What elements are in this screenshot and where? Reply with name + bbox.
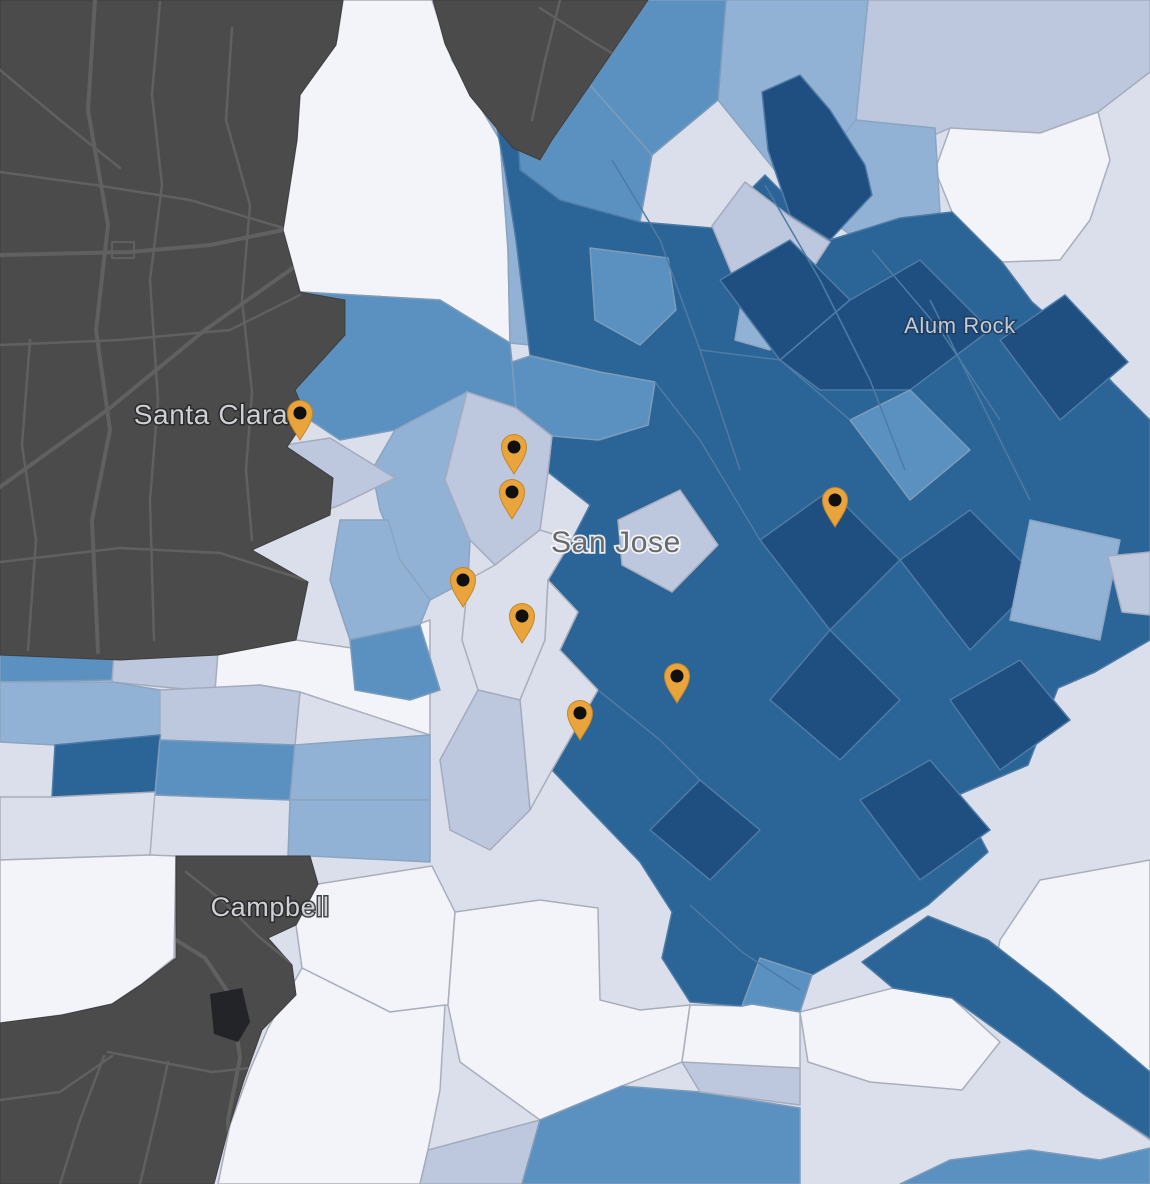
tract-pb-edge xyxy=(1107,551,1150,616)
tract-nv-3 xyxy=(999,294,1129,421)
road-line xyxy=(0,293,302,347)
tract-strip-left-3 xyxy=(0,681,161,746)
tract-border-line xyxy=(597,689,701,781)
road-line xyxy=(86,0,112,654)
tract-row-blue-3 xyxy=(287,799,431,863)
tract-border-line xyxy=(929,299,1031,501)
tract-downtown-3 xyxy=(439,689,531,851)
tract-border-line xyxy=(611,159,741,471)
pin-marker-icon xyxy=(286,400,314,441)
map-pin-4[interactable] xyxy=(449,567,477,608)
map-label-san-jose: San Jose xyxy=(551,526,681,559)
tract-white-s4 xyxy=(681,1003,801,1069)
pin-dot-icon xyxy=(573,706,587,720)
pin-dot-icon xyxy=(293,406,307,420)
tract-nv-8 xyxy=(769,629,901,761)
tract-pale-ne-downtown xyxy=(617,489,719,593)
pin-dot-icon xyxy=(670,669,684,683)
tract-pale-bottom xyxy=(419,1119,541,1184)
roads-santa-clara xyxy=(0,0,307,654)
tract-border-line xyxy=(764,184,906,471)
pin-dot-icon xyxy=(515,609,529,623)
road-line xyxy=(0,1054,114,1102)
tract-row-blue-2 xyxy=(289,734,431,801)
pin-marker-icon xyxy=(821,487,849,528)
road-line xyxy=(138,1060,170,1184)
tract-nv-9 xyxy=(949,659,1071,771)
road-line xyxy=(530,0,562,122)
tract-db-wedge-se xyxy=(861,915,1150,1139)
road-line xyxy=(184,870,292,964)
tract-row-lavender xyxy=(0,791,156,861)
tract-border-line xyxy=(699,349,851,421)
road-line xyxy=(111,241,135,259)
pin-marker-icon xyxy=(498,479,526,520)
pin-marker-icon xyxy=(663,663,691,704)
map-label-santa-clara: Santa Clara xyxy=(134,399,288,430)
map-label-campbell: Campbell xyxy=(211,892,330,922)
tract-border-line xyxy=(654,381,761,541)
tract-mid-mb xyxy=(349,624,441,701)
tract-border-line xyxy=(689,904,801,991)
map-pin-2[interactable] xyxy=(500,434,528,475)
map-pin-8[interactable] xyxy=(821,487,849,528)
road-line xyxy=(0,261,302,489)
map-pin-5[interactable] xyxy=(508,603,536,644)
tract-lb-island xyxy=(1009,519,1121,641)
pin-marker-icon xyxy=(508,603,536,644)
city-mass-campbell xyxy=(0,855,319,1184)
tract-border-line xyxy=(871,249,1001,421)
road-line xyxy=(0,170,285,230)
tract-nv-10 xyxy=(859,759,991,881)
tract-arm-east xyxy=(761,74,873,241)
pin-dot-icon xyxy=(456,573,470,587)
tract-strip-left-dark xyxy=(51,734,161,798)
map-pin-7[interactable] xyxy=(663,663,691,704)
road-line xyxy=(20,338,38,652)
pin-marker-icon xyxy=(500,434,528,475)
map-label-alum-rock: Alum Rock xyxy=(904,313,1016,338)
pin-marker-icon xyxy=(566,700,594,741)
tract-nv-11 xyxy=(649,779,761,881)
road-line xyxy=(0,228,285,257)
tract-blue-right-of-blob xyxy=(741,957,813,1013)
dark-block xyxy=(210,988,250,1042)
pin-dot-icon xyxy=(507,440,521,454)
road-line xyxy=(0,68,122,170)
pin-dot-icon xyxy=(505,485,519,499)
pin-marker-icon xyxy=(449,567,477,608)
map-pin-6[interactable] xyxy=(566,700,594,741)
tract-mb-island xyxy=(849,389,971,501)
pin-dot-icon xyxy=(828,493,842,507)
road-line xyxy=(58,1054,106,1184)
road-line xyxy=(148,0,164,642)
road-line xyxy=(224,26,254,542)
tract-row-pale xyxy=(159,684,301,746)
tract-mb-arm-in xyxy=(589,247,677,346)
map-pin-3[interactable] xyxy=(498,479,526,520)
tract-blue-bottom xyxy=(521,1085,801,1184)
map-pin-1[interactable] xyxy=(286,400,314,441)
tract-white-s3 xyxy=(447,899,691,1121)
tract-mid-lb xyxy=(329,519,431,641)
road-line xyxy=(0,546,307,582)
road-line xyxy=(106,1050,252,1074)
tract-row-blue-1 xyxy=(154,739,296,801)
tract-blue-corner xyxy=(899,1147,1150,1184)
